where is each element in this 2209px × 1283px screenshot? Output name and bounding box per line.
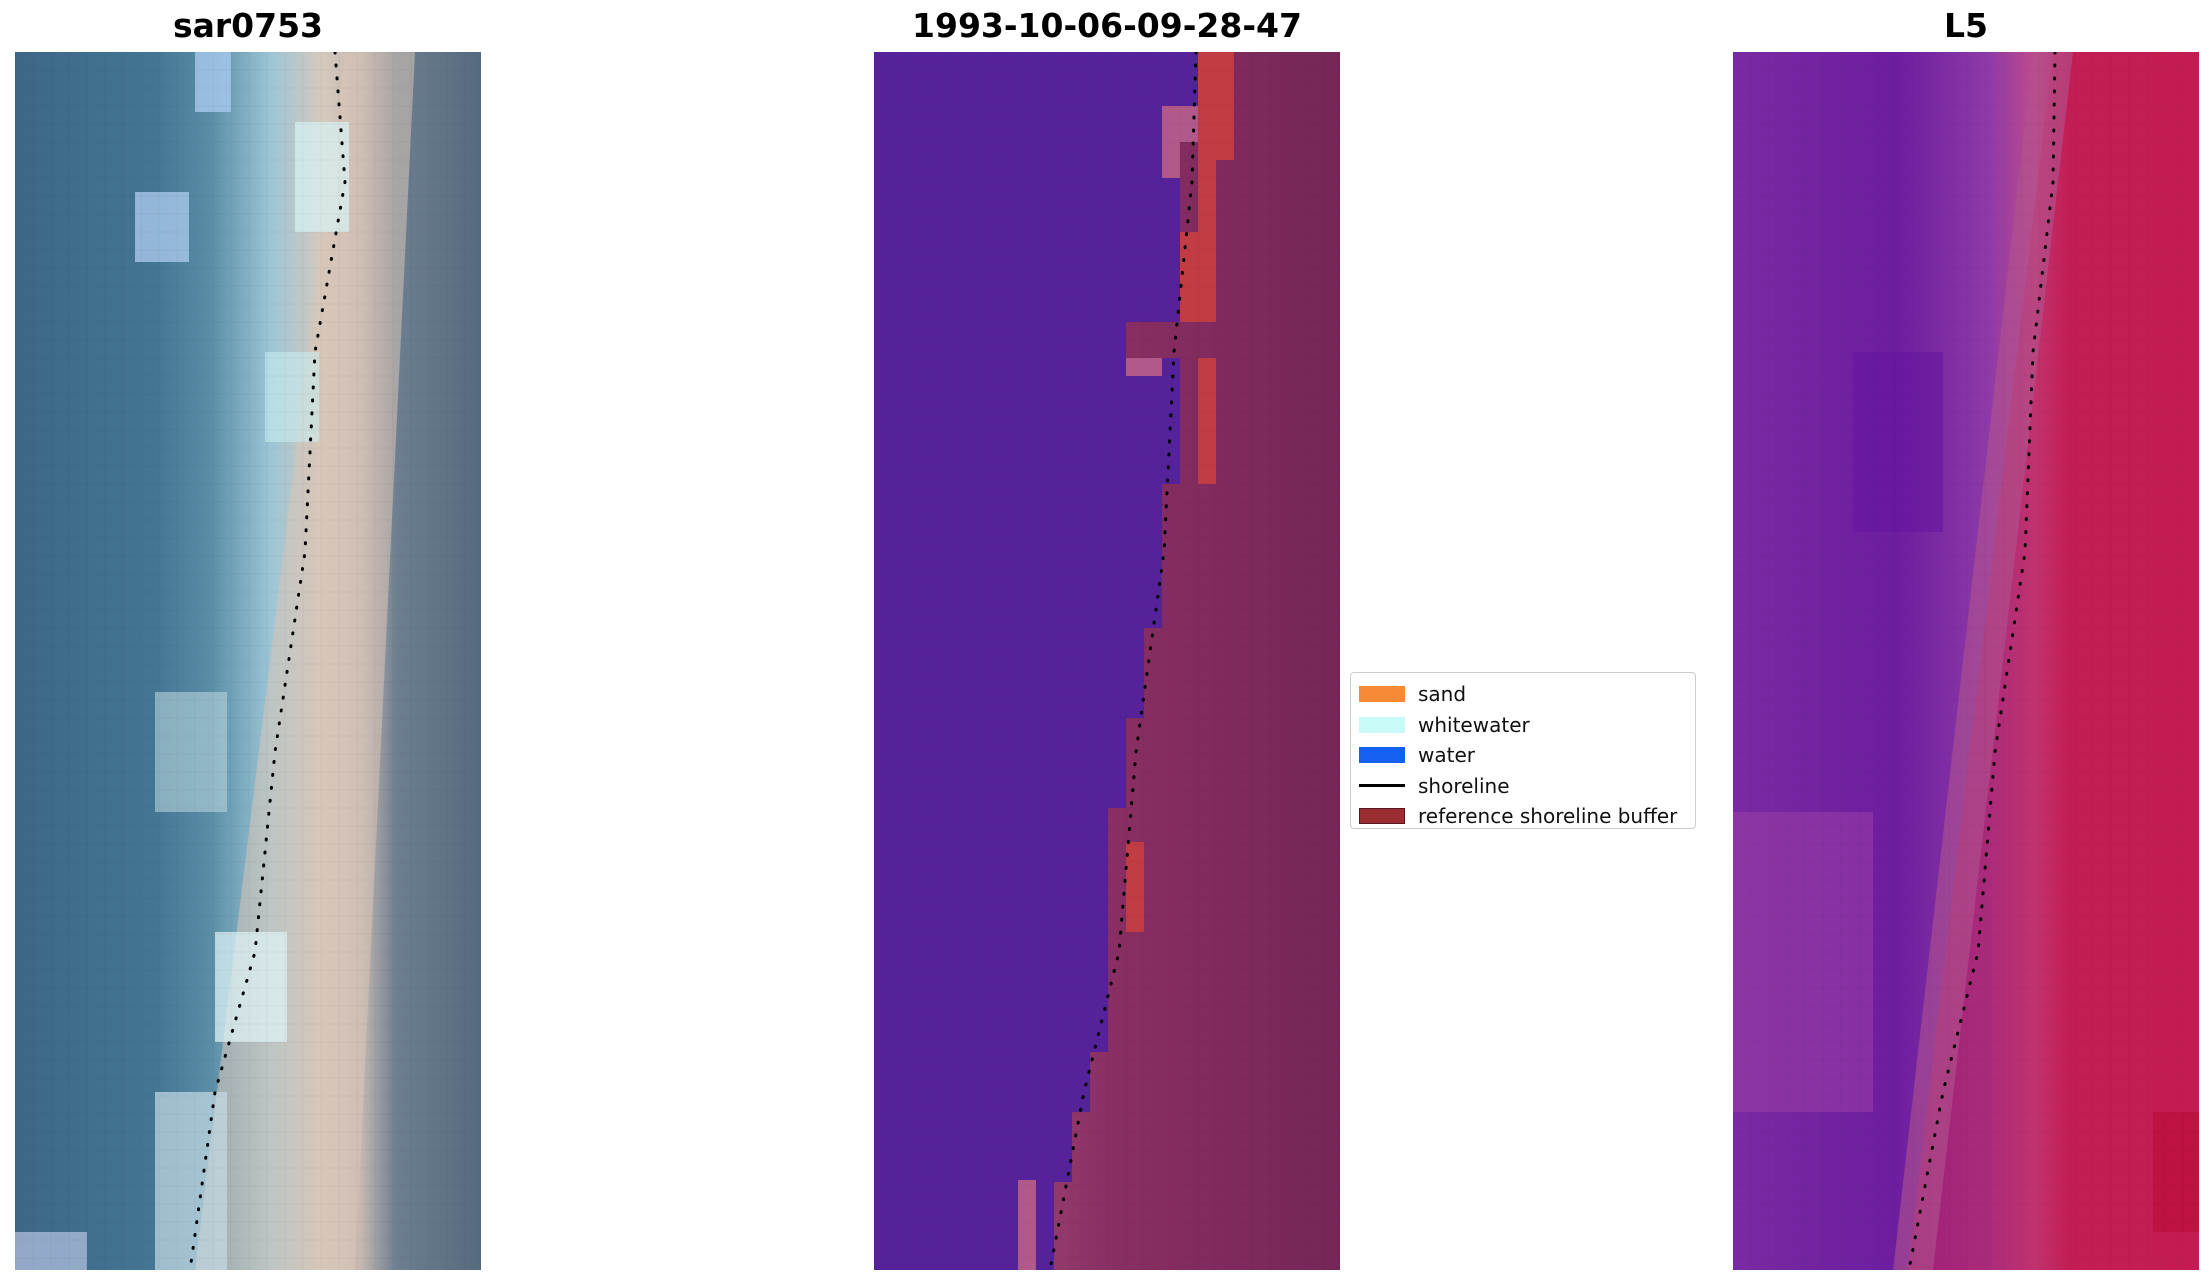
legend-label: reference shoreline buffer <box>1418 804 1678 829</box>
legend-label: sand <box>1418 682 1467 707</box>
legend-swatch-water <box>1359 747 1405 764</box>
shoreline-dots <box>188 52 347 1270</box>
legend-label: whitewater <box>1418 712 1530 737</box>
legend-line-shoreline <box>1359 784 1405 788</box>
panel-title-index: L5 <box>1944 6 1988 45</box>
legend-item-shoreline: shoreline <box>1351 771 1695 802</box>
legend-swatch-buffer <box>1359 808 1405 825</box>
index-image-panel <box>1733 52 2199 1270</box>
legend-swatch-whitewater <box>1359 716 1405 733</box>
classified-image-panel <box>874 52 1340 1270</box>
classified-image <box>874 52 1340 1270</box>
rgb-image-panel <box>15 52 481 1270</box>
index-image <box>1733 52 2199 1270</box>
legend-label: water <box>1418 743 1475 768</box>
rgb-image <box>15 52 481 1270</box>
legend: sand whitewater water shoreline referenc… <box>1350 672 1696 829</box>
panel-title-classified: 1993-10-06-09-28-47 <box>912 6 1302 45</box>
legend-item-sand: sand <box>1351 679 1695 710</box>
legend-swatch-sand <box>1359 686 1405 703</box>
legend-label: shoreline <box>1418 773 1510 798</box>
panel-title-rgb: sar0753 <box>172 6 324 45</box>
legend-item-buffer: reference shoreline buffer <box>1351 801 1695 832</box>
legend-item-water: water <box>1351 740 1695 771</box>
legend-item-whitewater: whitewater <box>1351 710 1695 741</box>
